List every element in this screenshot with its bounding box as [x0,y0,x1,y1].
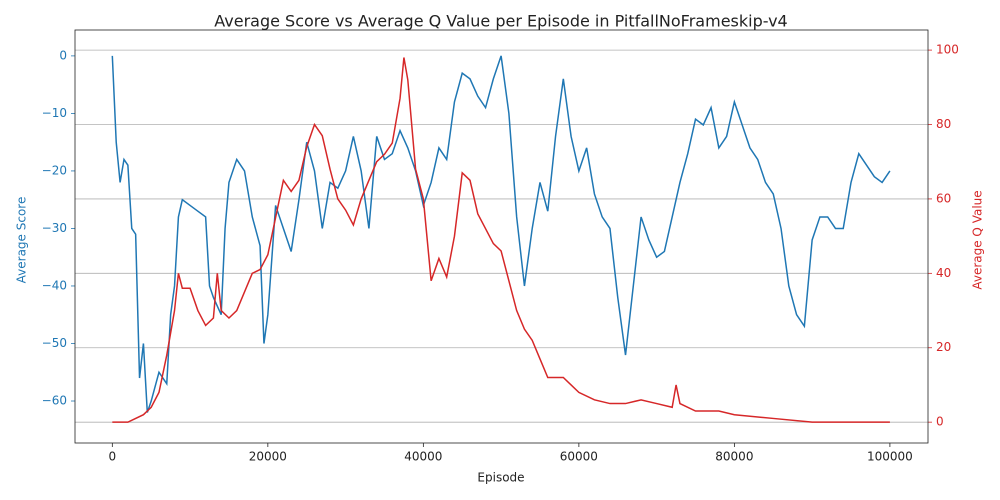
y2-tick-label: 100 [936,43,959,57]
data-line [111,55,891,413]
y-tick-label: −40 [42,278,67,292]
y2-tick-label: 20 [936,340,951,354]
y-tick-label: −10 [42,106,67,120]
plot-frame [74,29,929,444]
y-tick-label: −50 [42,336,67,350]
y2-tick-label: 80 [936,117,951,131]
y2-tick-label: 0 [936,415,944,429]
data-line [112,57,890,423]
y-tick-label: −30 [42,221,67,235]
x-tick-label: 40000 [404,450,442,464]
y-axis-label: Average Score [15,197,29,284]
x-tick-label: 80000 [715,450,753,464]
y2-tick-label: 60 [936,191,951,205]
x-tick-label: 0 [109,450,117,464]
y2-axis-label: Average Q Value [971,190,985,289]
y-tick-label: 0 [59,48,67,62]
x-tick-label: 100000 [867,450,913,464]
y-tick-label: −20 [42,163,67,177]
y2-tick-label: 40 [936,266,951,280]
x-tick-label: 20000 [249,450,287,464]
y-tick-label: −60 [42,394,67,408]
chart-title: Average Score vs Average Q Value per Epi… [214,12,787,31]
x-tick-label: 60000 [560,450,598,464]
x-axis-label: Episode [477,471,524,485]
